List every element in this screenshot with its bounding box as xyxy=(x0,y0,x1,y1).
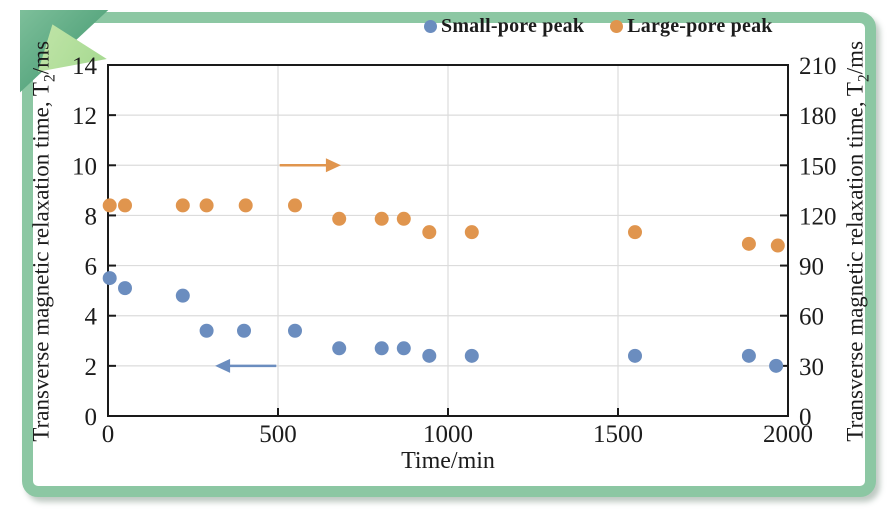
data-point-large-pore-peak xyxy=(238,198,253,213)
left-y-tick-label: 0 xyxy=(85,404,98,431)
right-y-tick-label: 120 xyxy=(799,203,837,230)
right-y-tick-label: 90 xyxy=(799,254,824,281)
x-tick-label: 500 xyxy=(259,421,297,448)
data-point-small-pore-peak xyxy=(118,281,132,296)
data-point-large-pore-peak xyxy=(118,198,132,213)
x-tick-label: 0 xyxy=(102,421,115,448)
data-point-small-pore-peak xyxy=(741,348,756,363)
data-point-small-pore-peak xyxy=(237,323,251,338)
data-point-small-pore-peak xyxy=(628,348,642,363)
x-axis-title: Time/min xyxy=(401,448,495,474)
data-point-small-pore-peak xyxy=(102,271,117,286)
left-y-tick-label: 12 xyxy=(72,103,97,130)
data-point-large-pore-peak xyxy=(422,225,437,240)
left-y-tick-label: 4 xyxy=(85,304,98,331)
left-y-tick-label: 8 xyxy=(85,203,98,230)
data-point-large-pore-peak xyxy=(374,211,389,226)
legend-label: Small-pore peak xyxy=(441,15,585,37)
data-point-large-pore-peak xyxy=(770,238,785,253)
data-point-large-pore-peak xyxy=(628,225,642,240)
data-point-small-pore-peak xyxy=(175,288,190,303)
data-point-large-pore-peak xyxy=(102,198,117,213)
left-y-tick-label: 6 xyxy=(85,254,98,281)
data-point-small-pore-peak xyxy=(769,358,784,373)
right-y-tick-label: 30 xyxy=(799,354,824,381)
data-point-large-pore-peak xyxy=(332,211,347,226)
legend-item-small-pore: Small-pore peak xyxy=(424,15,584,38)
left-y-tick-label: 14 xyxy=(72,53,98,80)
data-point-large-pore-peak xyxy=(741,236,756,251)
right-y-tick-label: 60 xyxy=(799,304,824,331)
right-y-tick-label: 180 xyxy=(799,103,837,130)
right-y-tick-label: 0 xyxy=(799,404,812,431)
legend-label: Large-pore peak xyxy=(627,15,773,37)
data-point-large-pore-peak xyxy=(288,198,302,213)
data-point-large-pore-peak xyxy=(396,211,411,226)
small-pore-dot-icon xyxy=(424,20,437,33)
right-y-tick-label: 150 xyxy=(799,153,837,180)
arrow-left-icon xyxy=(215,358,231,373)
legend: Small-pore peak Large-pore peak xyxy=(424,15,773,38)
data-point-small-pore-peak xyxy=(464,348,479,363)
x-tick-label: 1500 xyxy=(593,421,643,448)
data-point-small-pore-peak xyxy=(199,323,214,338)
data-point-large-pore-peak xyxy=(464,225,479,240)
data-point-large-pore-peak xyxy=(199,198,214,213)
x-tick-label: 1000 xyxy=(423,421,473,448)
arrow-right-icon xyxy=(325,158,341,173)
left-y-tick-label: 2 xyxy=(85,354,98,381)
data-point-small-pore-peak xyxy=(374,341,389,356)
data-point-small-pore-peak xyxy=(422,348,437,363)
data-point-small-pore-peak xyxy=(396,341,411,356)
data-point-small-pore-peak xyxy=(332,341,347,356)
large-pore-dot-icon xyxy=(610,20,624,33)
data-point-small-pore-peak xyxy=(288,323,302,338)
left-y-tick-label: 10 xyxy=(72,153,97,180)
legend-item-large-pore: Large-pore peak xyxy=(610,15,772,38)
x-tick-label: 2000 xyxy=(763,421,813,448)
data-point-large-pore-peak xyxy=(175,198,190,213)
right-y-tick-label: 210 xyxy=(799,53,837,80)
